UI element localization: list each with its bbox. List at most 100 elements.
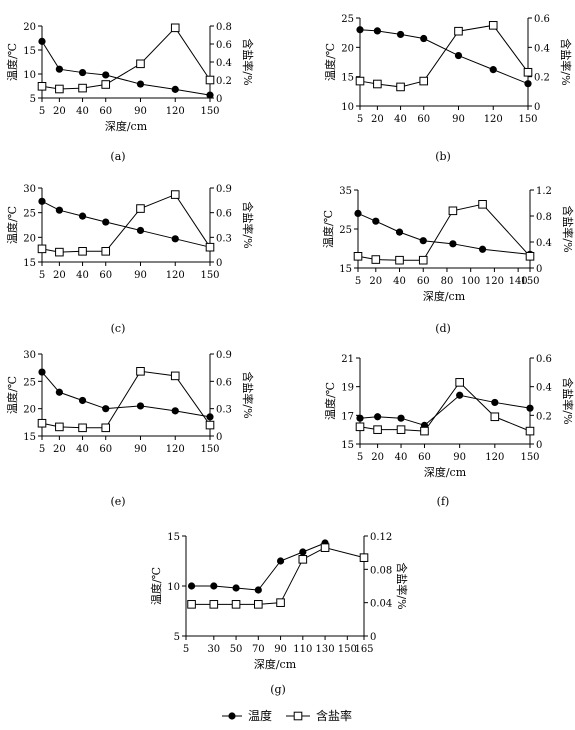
y-right-tick-label: 0.9 — [216, 184, 232, 195]
salinity-point — [523, 67, 533, 77]
x-tick-label: 40 — [76, 106, 89, 117]
temperature-line — [357, 212, 531, 255]
y-right-tick-label: 0.2 — [216, 76, 232, 87]
temperature-point — [420, 34, 428, 43]
salinity-point — [525, 252, 535, 261]
y-right-tick-label: 0 — [216, 94, 222, 105]
y-right-tick-label: 0.4 — [536, 238, 552, 249]
salinity-point — [488, 21, 498, 30]
salinity-point — [254, 600, 263, 609]
x-tick-label: 70 — [252, 644, 265, 655]
x-tick-label: 90 — [453, 452, 466, 463]
x-tick-label: 40 — [395, 452, 408, 463]
y-right-tick-label: 0 — [534, 102, 540, 113]
x-tick-label: 20 — [371, 114, 384, 125]
salinity-point — [418, 255, 428, 265]
temperature-point — [372, 217, 380, 225]
salinity-point — [136, 204, 145, 213]
panel-caption: (d) — [435, 322, 451, 335]
panel-caption: (f) — [437, 495, 450, 508]
salinity-point — [298, 555, 308, 564]
y-left-tick-label: 21 — [341, 354, 354, 365]
y-left-axis-label: 温度/℃ — [321, 210, 335, 248]
temperature-point — [449, 240, 457, 248]
salinity-line — [41, 193, 211, 253]
y-right-axis-label: 含盐率/% — [561, 205, 575, 252]
x-tick-label: 90 — [134, 444, 147, 455]
y-left-tick-label: 17 — [341, 411, 354, 422]
salinity-point — [170, 23, 180, 33]
temperature-point — [454, 51, 463, 60]
legend-temp-marker — [228, 712, 236, 720]
temperature-point — [373, 413, 382, 421]
temperature-point — [38, 368, 46, 376]
x-tick-label: 80 — [441, 276, 454, 287]
x-tick-label: 40 — [394, 114, 407, 125]
x-tick-label: 150 — [200, 444, 219, 455]
chart-panel: 5 20 40 60 90 120 150 10 15 20 25 0 0.2 0.4 0.6 温度/℃ 含盐率… — [323, 14, 573, 163]
temperature-point — [397, 414, 405, 422]
temperature-point — [187, 582, 196, 590]
temperature-point — [276, 557, 285, 565]
x-tick-label: 5 — [183, 644, 189, 655]
temperature-point — [395, 228, 404, 236]
y-right-tick-label: 0.4 — [534, 43, 550, 54]
y-right-tick-label: 0.4 — [216, 58, 232, 69]
salinity-point — [205, 420, 215, 430]
x-tick-label: 90 — [134, 106, 147, 117]
temperature-point — [524, 80, 532, 88]
salinity-point — [55, 84, 64, 94]
x-tick-label: 90 — [134, 270, 147, 281]
temperature-point — [55, 65, 63, 73]
salinity-point — [355, 422, 365, 432]
y-right-axis-label: 含盐率/% — [241, 371, 255, 418]
salinity-point — [205, 242, 215, 252]
x-tick-label: 5 — [357, 452, 363, 463]
y-right-tick-label: 0.6 — [536, 354, 552, 365]
salinity-point — [396, 425, 406, 434]
salinity-line — [191, 547, 365, 605]
temperature-point — [136, 80, 145, 88]
y-left-tick-label: 10 — [23, 70, 36, 81]
y-right-axis-label: 含盐率/% — [241, 38, 255, 85]
y-left-tick-label: 5 — [30, 94, 36, 105]
salinity-point — [419, 76, 429, 86]
salinity-point — [209, 600, 219, 609]
y-right-axis-label: 含盐率/% — [395, 562, 409, 609]
panel-caption: (c) — [111, 322, 126, 335]
y-right-tick-label: 0 — [536, 264, 542, 275]
x-tick-label: 90 — [274, 644, 287, 655]
y-left-tick-label: 10 — [167, 582, 180, 593]
salinity-point — [448, 206, 458, 216]
temperature-point — [102, 71, 110, 79]
x-tick-label: 120 — [485, 276, 504, 287]
x-tick-label: 150 — [338, 644, 357, 655]
y-left-tick-label: 30 — [23, 350, 36, 361]
temperature-point — [171, 235, 179, 243]
x-tick-label: 165 — [354, 644, 373, 655]
temperature-point — [354, 209, 362, 217]
temperature-point — [356, 26, 364, 34]
chart-panel: 5 20 40 60 90 120 150 15 17 19 21 0 0.2 0.4 0.6 温度/℃ 含盐率… — [323, 354, 575, 508]
temperature-point — [55, 388, 63, 396]
salinity-point — [37, 418, 47, 428]
y-right-tick-label: 0 — [216, 432, 222, 443]
x-tick-label: 40 — [393, 276, 406, 287]
y-right-tick-label: 0.9 — [216, 350, 232, 361]
panel-caption: (g) — [270, 683, 286, 696]
y-right-tick-label: 0.04 — [370, 599, 392, 610]
salinity-line — [359, 24, 529, 88]
salinity-point — [55, 247, 64, 257]
y-left-axis-label: 温度/℃ — [149, 567, 163, 605]
x-axis-label: 深度/cm — [105, 119, 148, 133]
y-right-tick-label: 0.3 — [216, 405, 232, 416]
salinity-point — [136, 367, 145, 376]
y-right-tick-label: 0.6 — [216, 377, 232, 388]
y-left-tick-label: 10 — [341, 102, 354, 113]
x-tick-label: 60 — [417, 114, 430, 125]
y-right-tick-label: 0 — [216, 258, 222, 269]
y-right-tick-label: 0.2 — [534, 73, 550, 84]
x-tick-label: 150 — [200, 270, 219, 281]
temperature-point — [396, 30, 405, 39]
